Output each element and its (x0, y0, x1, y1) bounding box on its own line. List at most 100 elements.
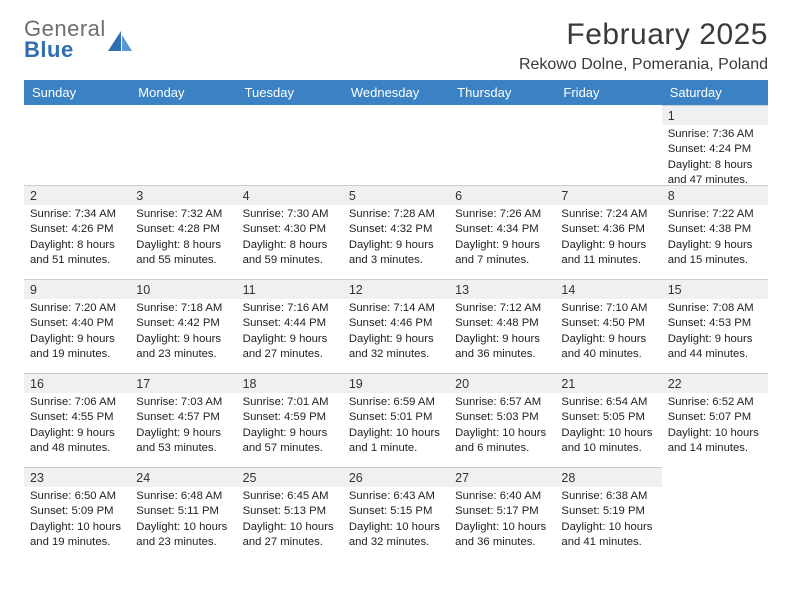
calendar-cell (449, 105, 555, 185)
daylight-line: and 7 minutes. (455, 253, 549, 268)
day-details: Sunrise: 6:52 AMSunset: 5:07 PMDaylight:… (662, 393, 768, 458)
day-details: Sunrise: 7:32 AMSunset: 4:28 PMDaylight:… (130, 205, 236, 270)
calendar-cell: 17Sunrise: 7:03 AMSunset: 4:57 PMDayligh… (130, 373, 236, 467)
calendar-cell: 4Sunrise: 7:30 AMSunset: 4:30 PMDaylight… (237, 185, 343, 279)
calendar-week-row: 23Sunrise: 6:50 AMSunset: 5:09 PMDayligh… (24, 467, 768, 561)
daylight-line: and 41 minutes. (561, 535, 655, 550)
sunset-line: Sunset: 4:44 PM (243, 316, 337, 331)
sunset-line: Sunset: 4:55 PM (30, 410, 124, 425)
calendar-cell (237, 105, 343, 185)
day-details: Sunrise: 7:03 AMSunset: 4:57 PMDaylight:… (130, 393, 236, 458)
weekday-header: Friday (555, 80, 661, 105)
title-month: February 2025 (519, 18, 768, 52)
daylight-line: and 3 minutes. (349, 253, 443, 268)
sunrise-line: Sunrise: 6:40 AM (455, 489, 549, 504)
sunrise-line: Sunrise: 7:20 AM (30, 301, 124, 316)
day-number: 1 (662, 105, 768, 125)
calendar-cell: 25Sunrise: 6:45 AMSunset: 5:13 PMDayligh… (237, 467, 343, 561)
day-details: Sunrise: 7:14 AMSunset: 4:46 PMDaylight:… (343, 299, 449, 364)
calendar-cell: 28Sunrise: 6:38 AMSunset: 5:19 PMDayligh… (555, 467, 661, 561)
logo-text: General Blue (24, 18, 106, 63)
day-details: Sunrise: 7:20 AMSunset: 4:40 PMDaylight:… (24, 299, 130, 364)
day-number: 20 (449, 373, 555, 393)
sunrise-line: Sunrise: 6:48 AM (136, 489, 230, 504)
daylight-line: Daylight: 9 hours (668, 332, 762, 347)
daylight-line: Daylight: 10 hours (561, 426, 655, 441)
daylight-line: and 1 minute. (349, 441, 443, 456)
day-number: 16 (24, 373, 130, 393)
header: General Blue February 2025 Rekowo Dolne,… (24, 18, 768, 74)
day-details: Sunrise: 7:34 AMSunset: 4:26 PMDaylight:… (24, 205, 130, 270)
daylight-line: and 44 minutes. (668, 347, 762, 362)
weekday-header: Saturday (662, 80, 768, 105)
calendar-cell: 27Sunrise: 6:40 AMSunset: 5:17 PMDayligh… (449, 467, 555, 561)
day-details: Sunrise: 6:38 AMSunset: 5:19 PMDaylight:… (555, 487, 661, 552)
sunset-line: Sunset: 4:48 PM (455, 316, 549, 331)
calendar-cell (343, 105, 449, 185)
daylight-line: Daylight: 9 hours (136, 426, 230, 441)
sunset-line: Sunset: 4:32 PM (349, 222, 443, 237)
calendar-week-row: 16Sunrise: 7:06 AMSunset: 4:55 PMDayligh… (24, 373, 768, 467)
day-details: Sunrise: 7:36 AMSunset: 4:24 PMDaylight:… (662, 125, 768, 190)
weekday-header-row: Sunday Monday Tuesday Wednesday Thursday… (24, 80, 768, 105)
daylight-line: and 32 minutes. (349, 347, 443, 362)
sunrise-line: Sunrise: 6:50 AM (30, 489, 124, 504)
day-details: Sunrise: 7:16 AMSunset: 4:44 PMDaylight:… (237, 299, 343, 364)
daylight-line: Daylight: 10 hours (455, 520, 549, 535)
calendar-cell: 24Sunrise: 6:48 AMSunset: 5:11 PMDayligh… (130, 467, 236, 561)
daylight-line: Daylight: 9 hours (455, 238, 549, 253)
sunset-line: Sunset: 5:13 PM (243, 504, 337, 519)
logo: General Blue (24, 18, 134, 63)
title-block: February 2025 Rekowo Dolne, Pomerania, P… (519, 18, 768, 74)
sunset-line: Sunset: 4:30 PM (243, 222, 337, 237)
daylight-line: and 15 minutes. (668, 253, 762, 268)
day-number: 4 (237, 185, 343, 205)
sunrise-line: Sunrise: 7:24 AM (561, 207, 655, 222)
day-number: 23 (24, 467, 130, 487)
sunset-line: Sunset: 4:38 PM (668, 222, 762, 237)
day-number: 14 (555, 279, 661, 299)
daylight-line: and 10 minutes. (561, 441, 655, 456)
sunset-line: Sunset: 4:50 PM (561, 316, 655, 331)
sunset-line: Sunset: 5:09 PM (30, 504, 124, 519)
day-number: 15 (662, 279, 768, 299)
sunrise-line: Sunrise: 7:30 AM (243, 207, 337, 222)
daylight-line: Daylight: 8 hours (30, 238, 124, 253)
sunrise-line: Sunrise: 7:32 AM (136, 207, 230, 222)
daylight-line: and 47 minutes. (668, 173, 762, 188)
day-details: Sunrise: 6:40 AMSunset: 5:17 PMDaylight:… (449, 487, 555, 552)
sunset-line: Sunset: 5:17 PM (455, 504, 549, 519)
daylight-line: and 23 minutes. (136, 347, 230, 362)
day-number: 19 (343, 373, 449, 393)
sunrise-line: Sunrise: 7:14 AM (349, 301, 443, 316)
sunrise-line: Sunrise: 6:57 AM (455, 395, 549, 410)
sunrise-line: Sunrise: 6:45 AM (243, 489, 337, 504)
day-number: 28 (555, 467, 661, 487)
daylight-line: Daylight: 10 hours (30, 520, 124, 535)
calendar-cell: 22Sunrise: 6:52 AMSunset: 5:07 PMDayligh… (662, 373, 768, 467)
sunset-line: Sunset: 4:36 PM (561, 222, 655, 237)
day-details: Sunrise: 7:08 AMSunset: 4:53 PMDaylight:… (662, 299, 768, 364)
calendar-cell: 12Sunrise: 7:14 AMSunset: 4:46 PMDayligh… (343, 279, 449, 373)
daylight-line: and 53 minutes. (136, 441, 230, 456)
daylight-line: Daylight: 9 hours (561, 332, 655, 347)
daylight-line: Daylight: 10 hours (349, 520, 443, 535)
sunrise-line: Sunrise: 7:08 AM (668, 301, 762, 316)
daylight-line: and 32 minutes. (349, 535, 443, 550)
calendar-cell: 20Sunrise: 6:57 AMSunset: 5:03 PMDayligh… (449, 373, 555, 467)
day-number: 9 (24, 279, 130, 299)
calendar-cell: 7Sunrise: 7:24 AMSunset: 4:36 PMDaylight… (555, 185, 661, 279)
daylight-line: and 57 minutes. (243, 441, 337, 456)
sunset-line: Sunset: 5:15 PM (349, 504, 443, 519)
sunset-line: Sunset: 5:05 PM (561, 410, 655, 425)
sunset-line: Sunset: 4:57 PM (136, 410, 230, 425)
daylight-line: Daylight: 10 hours (136, 520, 230, 535)
day-number: 8 (662, 185, 768, 205)
sunrise-line: Sunrise: 7:28 AM (349, 207, 443, 222)
daylight-line: Daylight: 9 hours (668, 238, 762, 253)
daylight-line: and 55 minutes. (136, 253, 230, 268)
day-details: Sunrise: 7:24 AMSunset: 4:36 PMDaylight:… (555, 205, 661, 270)
calendar-cell: 2Sunrise: 7:34 AMSunset: 4:26 PMDaylight… (24, 185, 130, 279)
day-number: 25 (237, 467, 343, 487)
calendar-cell: 14Sunrise: 7:10 AMSunset: 4:50 PMDayligh… (555, 279, 661, 373)
